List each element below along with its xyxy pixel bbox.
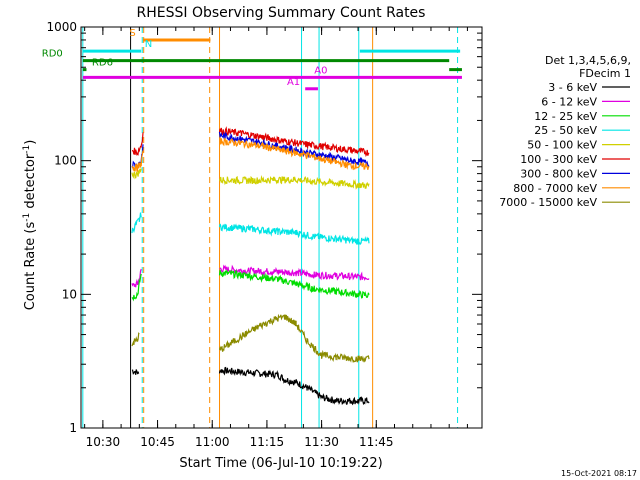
legend-header-2: FDecim 1 [579, 67, 631, 80]
flag-label-n: N [145, 39, 152, 50]
legend-label-1: 6 - 12 keV [541, 95, 597, 108]
x-axis-label: Start Time (06-Jul-10 10:19:22) [179, 456, 382, 471]
flag-label-a0: A0 [314, 65, 327, 76]
legend-label-3: 25 - 50 keV [534, 124, 597, 137]
y-tick-label-1: 10 [62, 287, 77, 301]
flag-label-s: S [129, 28, 135, 39]
series-8-segment-1 [218, 313, 370, 364]
y-axis-label: Count Rate (s-1 detector-1) [22, 140, 38, 311]
flag-bars: SN RD0 RD6 A0 A1 [42, 28, 462, 91]
chart-title: RHESSI Observing Summary Count Rates [137, 5, 426, 21]
series-2-segment-0 [131, 273, 142, 302]
series-0-segment-0 [131, 369, 140, 375]
series-5-segment-0 [131, 132, 144, 157]
vertical-markers [82, 27, 459, 428]
legend-label-2: 12 - 25 keV [534, 110, 597, 123]
legend-label-6: 300 - 800 keV [520, 167, 597, 180]
footer-timestamp: 15-Oct-2021 08:17 [561, 469, 637, 478]
series-7-segment-0 [131, 150, 144, 172]
flag-label-rd0: RD0 [42, 49, 63, 60]
legend-label-0: 3 - 6 keV [548, 81, 597, 94]
series-8-segment-0 [131, 332, 140, 347]
x-tick-label-3: 11:15 [250, 435, 285, 449]
series-4-segment-1 [218, 174, 370, 190]
series-7-segment-1 [219, 137, 370, 171]
legend-label-7: 800 - 7000 keV [513, 182, 597, 195]
series-4-segment-0 [131, 168, 142, 180]
y-tick-label-3: 1000 [46, 20, 77, 34]
y-tick-label-2: 100 [54, 154, 77, 168]
series-1-segment-0 [131, 268, 142, 288]
legend-label-5: 100 - 300 keV [520, 153, 597, 166]
series-2-segment-1 [218, 269, 370, 299]
series-6-segment-1 [218, 131, 370, 168]
series-3-segment-1 [218, 223, 370, 246]
x-tick-label-5: 11:45 [359, 435, 394, 449]
x-tick-label-4: 11:30 [304, 435, 339, 449]
y-tick-label-0: 1 [69, 421, 77, 435]
series-0-segment-1 [218, 366, 370, 406]
x-tick-label-0: 10:30 [86, 435, 121, 449]
flag-label-rd6: RD6 [92, 58, 113, 69]
x-axis-ticks: 10:30 10:45 11:00 11:15 11:30 11:45 [84, 27, 468, 449]
series-1-segment-1 [219, 264, 370, 282]
plot-frame [80, 26, 483, 429]
legend-label-4: 50 - 100 keV [527, 139, 597, 152]
data-series [131, 126, 370, 406]
series-5-segment-1 [218, 126, 370, 157]
y-axis-ticks: 1 10 100 1000 [46, 20, 482, 435]
legend-header-1: Det 1,3,4,5,6,9, [545, 54, 631, 67]
x-tick-label-2: 11:00 [195, 435, 230, 449]
x-tick-label-1: 10:45 [140, 435, 175, 449]
series-3-segment-0 [131, 212, 142, 234]
flag-label-a1: A1 [287, 77, 300, 88]
legend-label-8: 7000 - 15000 keV [499, 196, 597, 209]
